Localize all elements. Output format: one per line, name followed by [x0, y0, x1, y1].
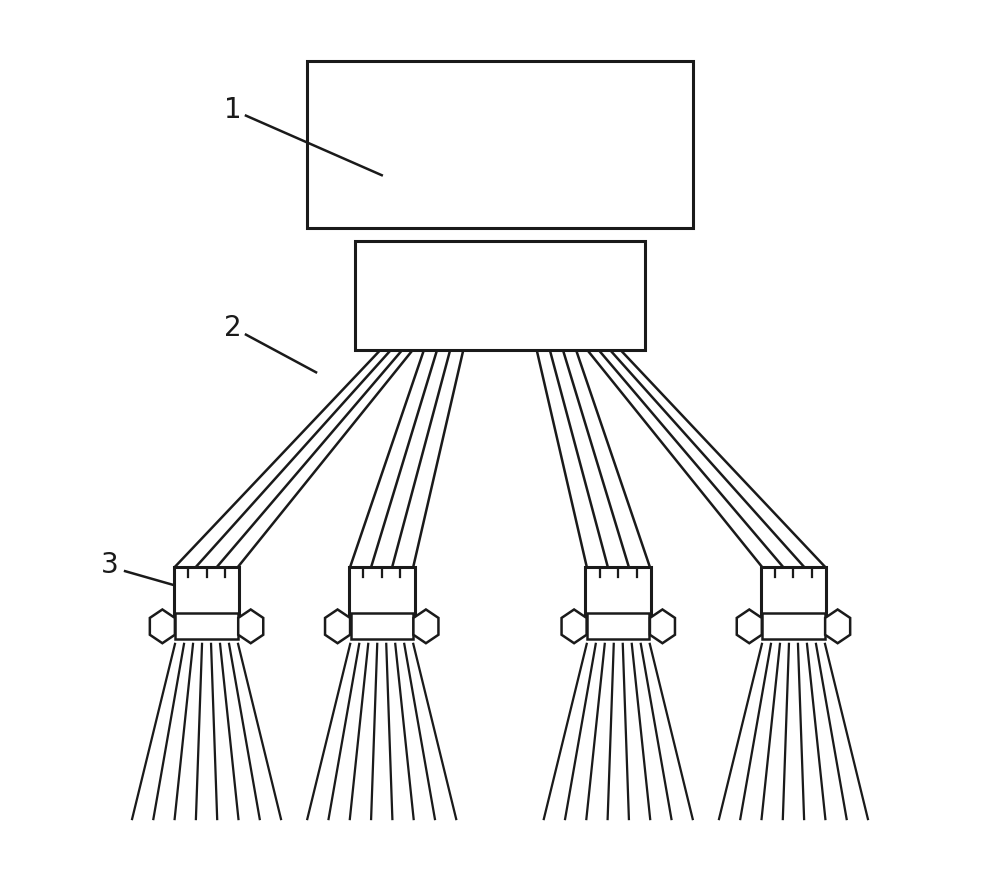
- Text: 3: 3: [101, 551, 119, 579]
- Polygon shape: [325, 610, 350, 643]
- Polygon shape: [737, 610, 762, 643]
- Polygon shape: [413, 610, 438, 643]
- Polygon shape: [762, 613, 825, 639]
- Polygon shape: [238, 610, 263, 643]
- Polygon shape: [349, 567, 415, 618]
- Polygon shape: [562, 610, 587, 643]
- Text: 2: 2: [224, 314, 242, 343]
- Polygon shape: [650, 610, 675, 643]
- Polygon shape: [355, 241, 645, 350]
- Polygon shape: [825, 610, 850, 643]
- Polygon shape: [761, 567, 826, 618]
- Polygon shape: [174, 567, 239, 618]
- Text: 1: 1: [224, 95, 242, 124]
- Polygon shape: [585, 567, 651, 618]
- Polygon shape: [351, 613, 413, 639]
- Polygon shape: [307, 61, 693, 228]
- Polygon shape: [175, 613, 238, 639]
- Polygon shape: [587, 613, 649, 639]
- Polygon shape: [150, 610, 175, 643]
